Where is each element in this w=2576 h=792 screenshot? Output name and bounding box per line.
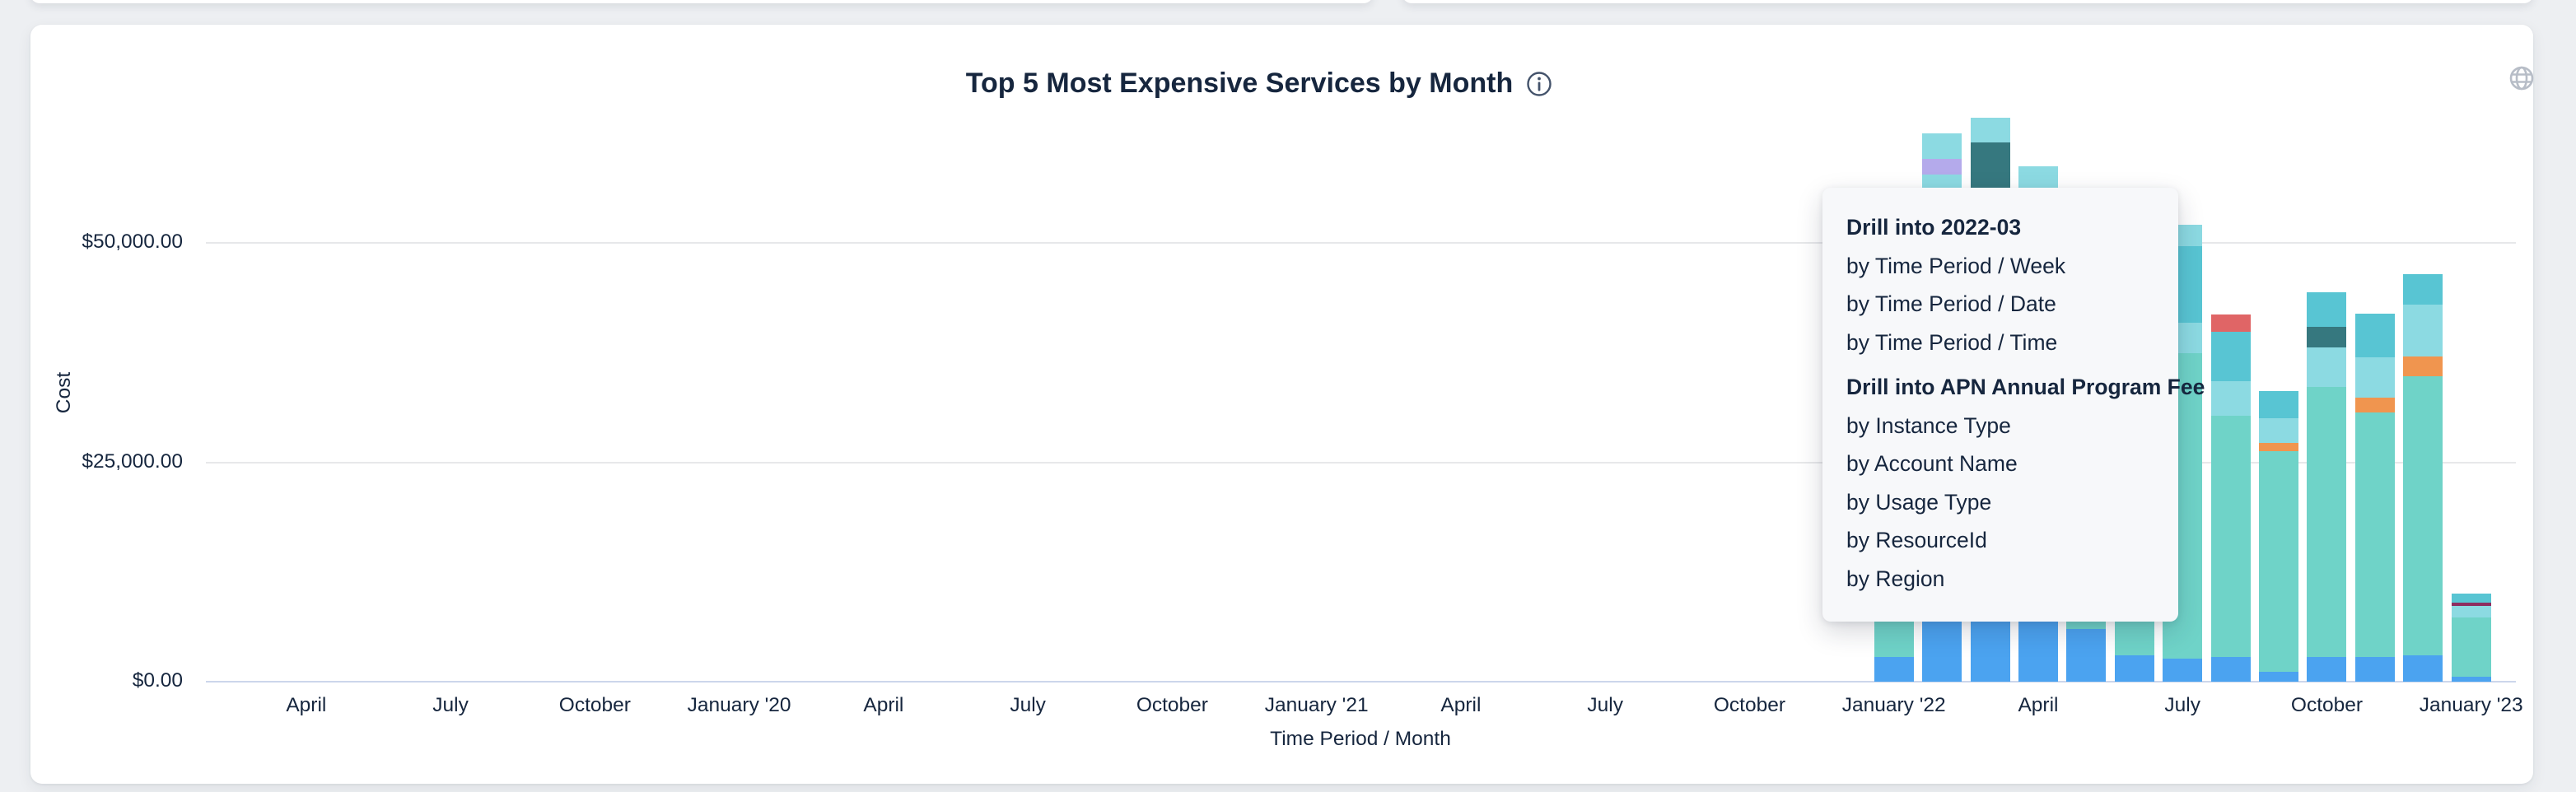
bar-2022-04-segment-blue[interactable]	[2018, 619, 2058, 682]
chart-title-row: Top 5 Most Expensive Services by Month	[61, 68, 2457, 100]
bar-2022-02-segment-purple[interactable]	[1922, 159, 1962, 175]
bar-2022-11-segment-orange[interactable]	[2354, 397, 2395, 412]
bar-2023-01-segment-light_cyan[interactable]	[2451, 606, 2491, 618]
x-tick-label: October	[558, 694, 631, 716]
bar-2023-01-segment-seafoam[interactable]	[2451, 617, 2491, 678]
bar-2022-11-segment-seafoam[interactable]	[2354, 412, 2395, 658]
context-menu-header-0: Drill into 2022-03	[1846, 215, 2022, 240]
context-menu-item-8[interactable]: by ResourceId	[1846, 528, 1987, 552]
x-axis-line	[206, 681, 2516, 683]
x-tick-label: July	[1010, 694, 1046, 716]
bar-2022-08-segment-blue[interactable]	[2210, 657, 2251, 682]
context-menu-item-3[interactable]: by Time Period / Time	[1846, 329, 2058, 355]
bar-2022-10-segment-dark_teal[interactable]	[2307, 326, 2347, 347]
y-tick-label: $25,000.00	[82, 450, 183, 473]
bar-2022-08-segment-seafoam[interactable]	[2210, 416, 2251, 658]
info-circle-icon[interactable]	[1526, 71, 1552, 97]
bar-2022-09-segment-seafoam[interactable]	[2259, 450, 2299, 672]
bar-2022-12-segment-seafoam[interactable]	[2403, 376, 2443, 656]
card-above-right	[1402, 0, 2533, 3]
x-tick-label: April	[1440, 694, 1482, 716]
bar-2023-01-segment-blue[interactable]	[2451, 677, 2491, 682]
context-menu-header-4: Drill into APN Annual Program Fee	[1846, 375, 2205, 399]
context-menu-item-1[interactable]: by Time Period / Week	[1846, 253, 2066, 278]
bar-2022-08-segment-medium_teal[interactable]	[2210, 331, 2251, 381]
bar-2022-10-segment-light_cyan[interactable]	[2307, 347, 2347, 387]
y-tick-label: $0.00	[132, 669, 183, 692]
context-menu-item-9[interactable]: by Region	[1846, 566, 1945, 591]
bar-2022-02-segment-blue[interactable]	[1922, 619, 1962, 682]
bar-2022-12-segment-medium_teal[interactable]	[2403, 273, 2443, 305]
card-above-left	[30, 0, 1373, 3]
x-tick-label: October	[2290, 694, 2364, 716]
context-menu-item-2[interactable]: by Time Period / Date	[1846, 291, 2056, 316]
x-tick-label: April	[2018, 694, 2059, 716]
context-menu-item-7[interactable]: by Usage Type	[1846, 489, 1992, 515]
gridline	[206, 461, 2516, 464]
bar-2022-09-segment-orange[interactable]	[2259, 442, 2299, 451]
bar-2022-09-segment-blue[interactable]	[2259, 671, 2299, 682]
bar-2023-01-segment-medium_teal[interactable]	[2451, 593, 2491, 603]
x-tick-label: July	[2164, 694, 2200, 716]
bar-2022-10-segment-seafoam[interactable]	[2307, 386, 2347, 658]
bar-2022-11-segment-blue[interactable]	[2354, 657, 2395, 682]
y-tick-label: $50,000.00	[82, 231, 183, 253]
bar-2022-08-segment-light_cyan[interactable]	[2210, 380, 2251, 416]
bar-2022-09-segment-light_cyan[interactable]	[2259, 417, 2299, 443]
bar-2022-03-segment-light_cyan[interactable]	[1970, 117, 2010, 143]
x-tick-label: July	[1587, 694, 1623, 716]
bar-2022-11-segment-light_cyan[interactable]	[2354, 356, 2395, 398]
bar-2022-12-segment-light_cyan[interactable]	[2403, 305, 2443, 357]
context-menu-item-6[interactable]: by Account Name	[1846, 451, 2018, 476]
x-tick-label: January '20	[687, 694, 791, 716]
x-axis-title: Time Period / Month	[1270, 728, 1451, 750]
x-tick-label: July	[432, 694, 469, 716]
bar-2022-02-segment-light_cyan[interactable]	[1922, 133, 1962, 160]
bar-2022-12-segment-blue[interactable]	[2403, 655, 2443, 682]
bar-2022-01-segment-blue[interactable]	[1874, 657, 1914, 682]
x-tick-label: January '21	[1264, 694, 1369, 716]
bar-2022-03-segment-blue[interactable]	[1970, 619, 2010, 682]
x-tick-label: October	[1713, 694, 1786, 716]
bar-2022-10-segment-blue[interactable]	[2307, 657, 2347, 682]
context-menu: Drill into 2022-03 by Time Period / Week b…	[1822, 188, 2205, 622]
x-tick-label: January '23	[2419, 694, 2523, 716]
bar-2022-10-segment-medium_teal[interactable]	[2307, 291, 2347, 327]
x-tick-label: April	[286, 694, 327, 716]
gridline	[206, 242, 2516, 244]
x-tick-label: January '22	[1841, 694, 1946, 716]
chart-title: Top 5 Most Expensive Services by Month	[965, 68, 1514, 99]
bar-2022-12-segment-orange[interactable]	[2403, 356, 2443, 377]
bar-2022-07-segment-blue[interactable]	[2163, 659, 2203, 682]
bar-2022-08-segment-red[interactable]	[2210, 314, 2251, 332]
bar-2023-01-segment-maroon[interactable]	[2451, 603, 2491, 607]
x-tick-label: October	[1136, 694, 1208, 716]
globe-icon[interactable]	[2508, 64, 2536, 92]
bar-2022-05-segment-blue[interactable]	[2066, 629, 2107, 682]
bar-2022-06-segment-blue[interactable]	[2114, 655, 2154, 682]
y-axis-title: Cost	[53, 371, 75, 414]
bar-2022-09-segment-medium_teal[interactable]	[2259, 390, 2299, 418]
context-menu-item-5[interactable]: by Instance Type	[1846, 412, 2011, 438]
x-tick-label: April	[863, 694, 904, 716]
bar-2022-11-segment-medium_teal[interactable]	[2354, 314, 2395, 357]
